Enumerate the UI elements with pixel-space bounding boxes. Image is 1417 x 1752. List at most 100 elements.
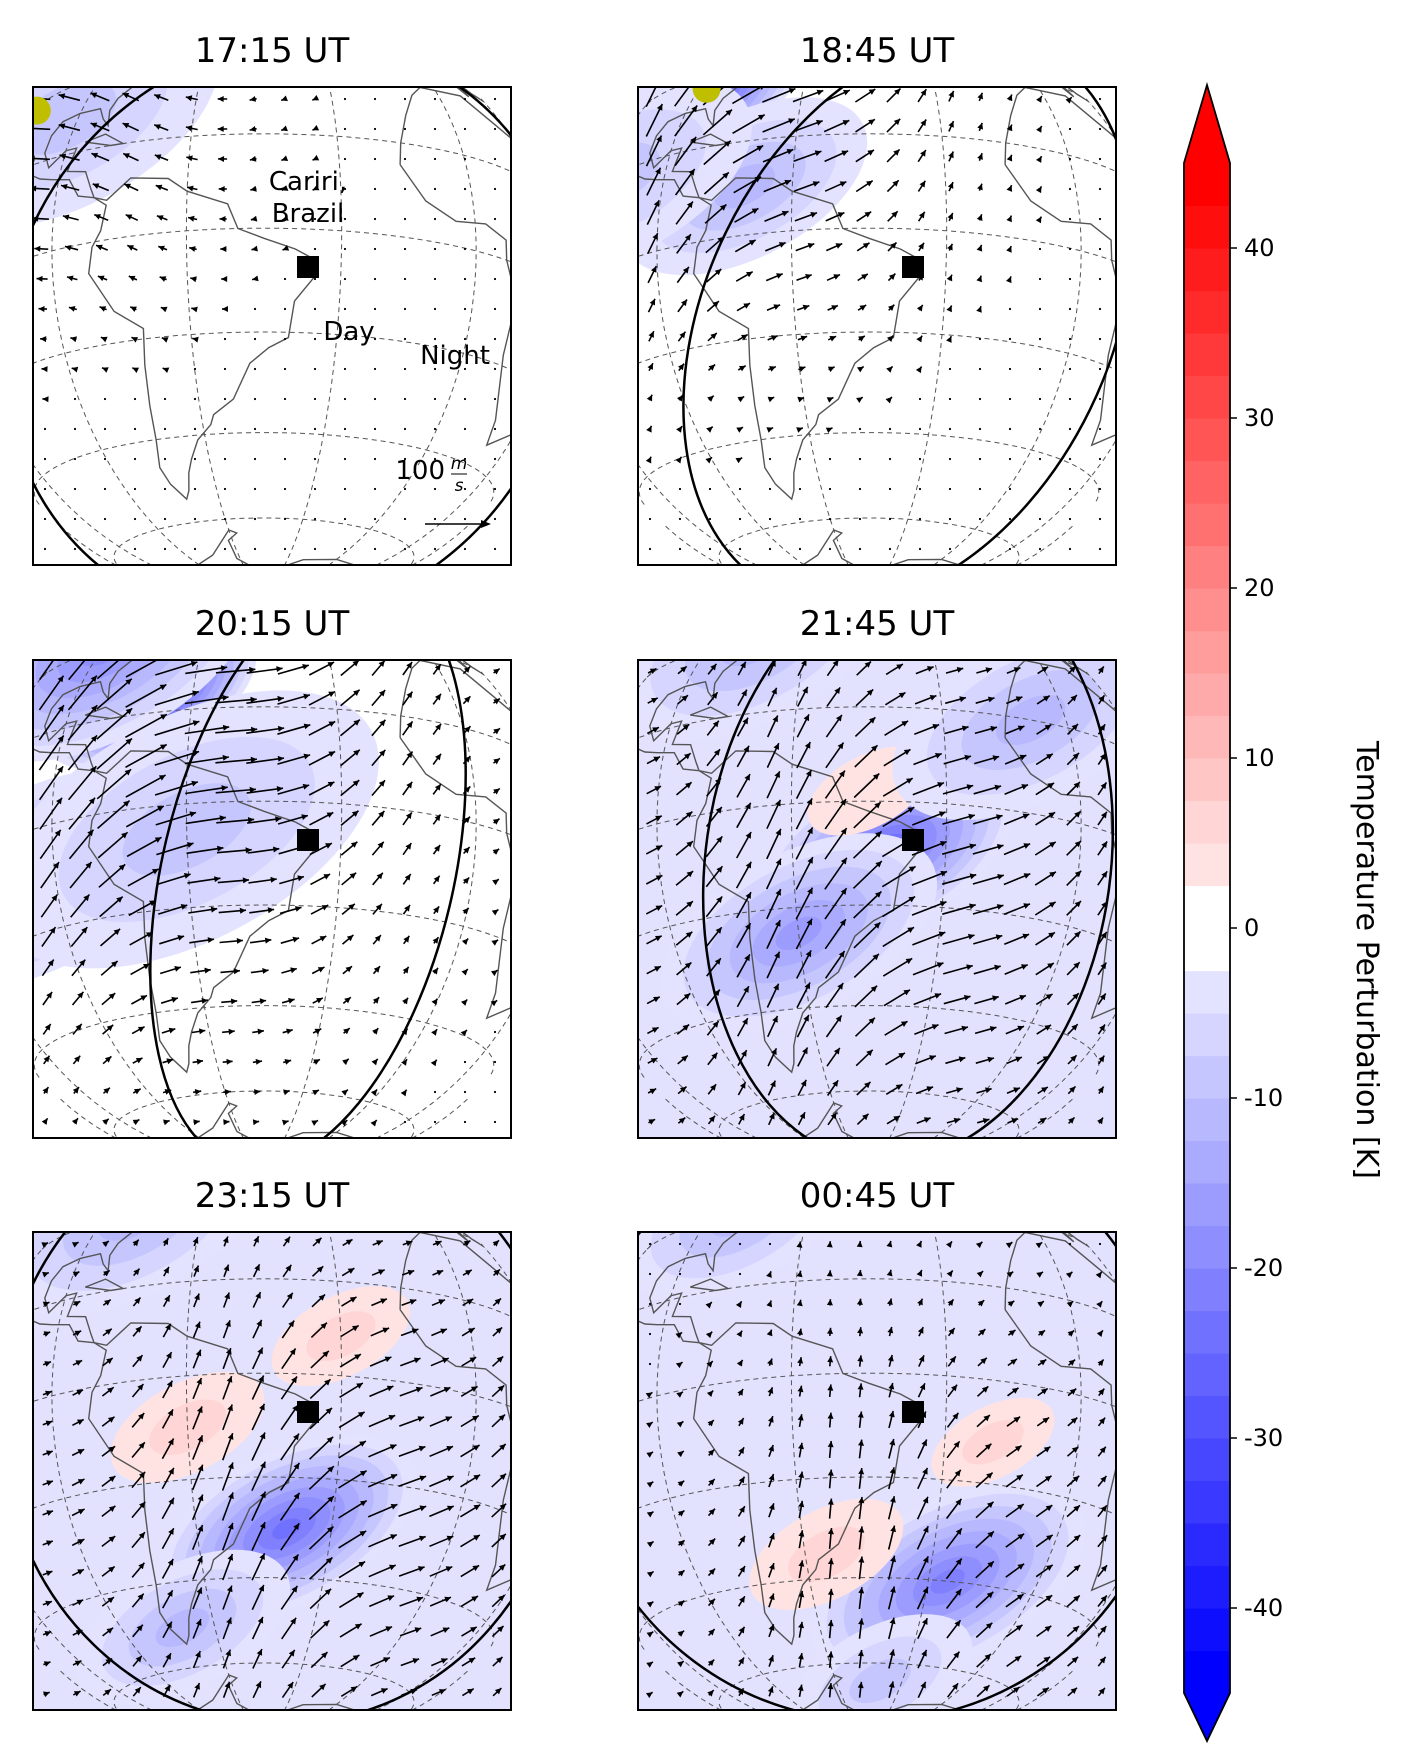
wind-arrowhead: [350, 1686, 358, 1693]
wind-arrowhead: [1015, 1624, 1023, 1631]
panel-frame: [637, 86, 1117, 566]
temperature-contour: [962, 1419, 1024, 1465]
wind-arrowhead: [91, 705, 98, 712]
wind-arrowhead: [977, 92, 983, 100]
wind-arrowhead: [124, 183, 131, 190]
wind-arrowhead: [282, 245, 290, 251]
wind-arrowhead: [976, 306, 982, 313]
wind-arrowhead: [918, 242, 924, 250]
wind-arrowhead: [826, 1241, 833, 1248]
wind-arrowhead: [977, 183, 983, 191]
wind-arrowhead: [893, 1115, 900, 1122]
wind-arrowhead: [741, 689, 747, 697]
wind-arrowhead: [739, 1596, 745, 1603]
wind-arrowhead: [946, 274, 953, 282]
wind-arrow: [96, 768, 132, 800]
wind-arrowhead: [113, 928, 121, 936]
wind-arrowhead: [1070, 695, 1077, 702]
wind-arrowhead: [168, 1438, 174, 1446]
colorbar-tick-label: 10: [1244, 744, 1275, 772]
wind-arrowhead: [800, 1079, 807, 1087]
wind-dot: [373, 337, 377, 341]
wind-arrowhead: [676, 1421, 684, 1428]
wind-arrowhead: [797, 1385, 804, 1393]
wind-dot: [193, 547, 197, 551]
wind-arrowhead: [166, 1621, 172, 1629]
wind-arrow: [246, 727, 285, 734]
wind-arrowhead: [327, 1466, 334, 1473]
wind-arrowhead: [646, 425, 652, 433]
wind-dot: [648, 517, 652, 521]
wind-arrowhead: [1067, 1330, 1075, 1337]
wind-arrowhead: [1099, 724, 1106, 731]
wind-arrowhead: [228, 1028, 235, 1035]
wind-dot: [888, 427, 892, 431]
wind-arrowhead: [646, 1541, 654, 1548]
colorbar-segment: [1184, 1225, 1230, 1269]
wind-arrowhead: [100, 336, 108, 343]
wind-dot: [403, 547, 407, 551]
wind-arrowhead: [805, 950, 812, 958]
wind-arrowhead: [349, 1296, 357, 1303]
wind-arrowhead: [788, 88, 796, 94]
wind-arrowhead: [168, 1027, 176, 1034]
wind-arrowhead: [830, 1112, 837, 1120]
wind-arrowhead: [996, 844, 1004, 850]
wind-arrowhead: [676, 1391, 683, 1398]
wind-arrowhead: [775, 799, 781, 807]
wind-arrowhead: [996, 904, 1004, 910]
wind-arrowhead: [43, 1331, 51, 1337]
wind-arrowhead: [43, 1661, 51, 1667]
wind-arrowhead: [346, 935, 354, 942]
wind-arrowhead: [952, 1412, 959, 1420]
wind-arrowhead: [654, 786, 661, 792]
wind-arrowhead: [490, 1000, 498, 1007]
wind-arrowhead: [955, 1558, 962, 1566]
wind-arrowhead: [158, 245, 165, 252]
wind-arrowhead: [887, 1298, 893, 1305]
wind-arrowhead: [374, 935, 381, 942]
wind-arrowhead: [67, 275, 74, 282]
wind-arrowhead: [325, 843, 332, 849]
wind-arrowhead: [493, 668, 500, 675]
wind-arrowhead: [351, 810, 359, 817]
terminator-line: [149, 660, 467, 1138]
wind-arrowhead: [907, 927, 914, 933]
wind-dot: [978, 517, 982, 521]
wind-arrowhead: [496, 1657, 503, 1664]
wind-arrowhead: [312, 184, 320, 191]
wind-dot: [828, 487, 832, 491]
wind-arrowhead: [46, 1540, 53, 1546]
wind-dot: [738, 547, 742, 551]
wind-arrow: [39, 797, 63, 830]
wind-arrowhead: [969, 843, 976, 850]
wind-arrowhead: [90, 675, 97, 683]
wind-arrowhead: [385, 1626, 393, 1632]
wind-dot: [1008, 517, 1012, 521]
wind-arrowhead: [996, 814, 1003, 821]
wind-arrowhead: [189, 811, 196, 818]
wind-arrowhead: [498, 1414, 505, 1421]
wind-arrowhead: [276, 786, 283, 792]
wind-dot: [888, 487, 892, 491]
wind-arrowhead: [402, 997, 408, 1005]
wind-arrowhead: [1045, 1595, 1053, 1602]
wind-arrowhead: [303, 753, 311, 760]
wind-arrowhead: [137, 1593, 144, 1601]
wind-arrowhead: [898, 692, 906, 699]
wind-arrowhead: [493, 1269, 500, 1276]
wind-arrowhead: [166, 1380, 173, 1388]
wind-dot: [493, 487, 497, 491]
wind-arrowhead: [678, 1570, 685, 1577]
wind-arrowhead: [250, 185, 257, 192]
wind-arrowhead: [162, 1238, 169, 1245]
wind-arrowhead: [345, 1239, 353, 1246]
coastline-europe: [414, 87, 481, 100]
wind-arrowhead: [413, 1357, 421, 1364]
wind-arrowhead: [264, 937, 272, 944]
wind-arrowhead: [736, 427, 743, 433]
wind-arrowhead: [774, 951, 780, 959]
wind-arrowhead: [1011, 1387, 1019, 1394]
wind-dot: [463, 307, 467, 311]
wind-arrowhead: [827, 366, 835, 373]
